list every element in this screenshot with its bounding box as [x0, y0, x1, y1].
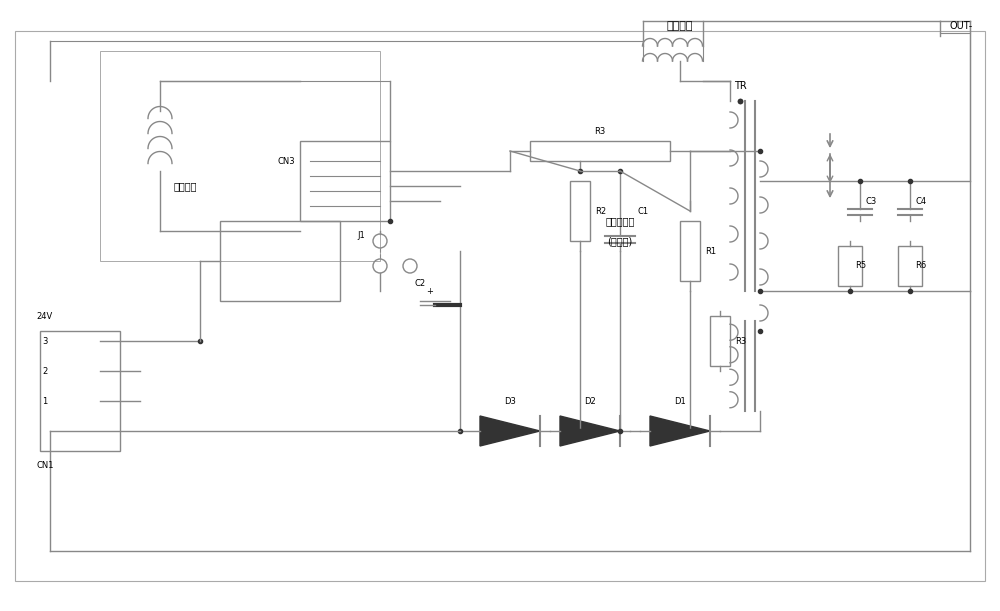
Polygon shape [650, 416, 710, 446]
Text: 1: 1 [42, 397, 48, 406]
Text: C3: C3 [865, 197, 876, 205]
Text: 3: 3 [42, 337, 48, 345]
Bar [680, 221, 700, 281]
Text: D1: D1 [674, 397, 686, 406]
Text: 24V: 24V [37, 312, 53, 321]
Text: +: + [427, 287, 433, 296]
Text: R3: R3 [735, 337, 746, 345]
Text: 升压变压器: 升压变压器 [605, 216, 635, 226]
Bar [100, 51, 380, 261]
Text: 高频供电: 高频供电 [173, 181, 197, 191]
Text: C4: C4 [915, 197, 926, 205]
Text: CN3: CN3 [277, 156, 295, 166]
Text: R1: R1 [705, 246, 716, 255]
Bar [530, 141, 670, 161]
Text: C1: C1 [638, 207, 649, 216]
Text: R5: R5 [855, 262, 866, 271]
Text: (高压包): (高压包) [607, 236, 633, 246]
Text: D3: D3 [504, 397, 516, 406]
Text: R6: R6 [915, 262, 926, 271]
Bar [300, 141, 390, 221]
Bar [838, 246, 862, 286]
Polygon shape [560, 416, 620, 446]
Text: C2: C2 [414, 279, 426, 288]
Bar [710, 316, 730, 366]
Text: 2: 2 [42, 367, 48, 376]
Bar [570, 181, 590, 241]
Text: TR: TR [734, 81, 746, 91]
Text: R3: R3 [594, 127, 606, 136]
Text: CN1: CN1 [36, 461, 54, 470]
Bar [220, 221, 340, 301]
Text: J1: J1 [357, 232, 365, 241]
Bar [40, 331, 120, 451]
Polygon shape [480, 416, 540, 446]
Bar [898, 246, 922, 286]
Text: OUT-: OUT- [950, 21, 973, 31]
Text: D2: D2 [584, 397, 596, 406]
Text: 引弧线圈: 引弧线圈 [667, 21, 693, 31]
Text: R2: R2 [595, 207, 606, 216]
